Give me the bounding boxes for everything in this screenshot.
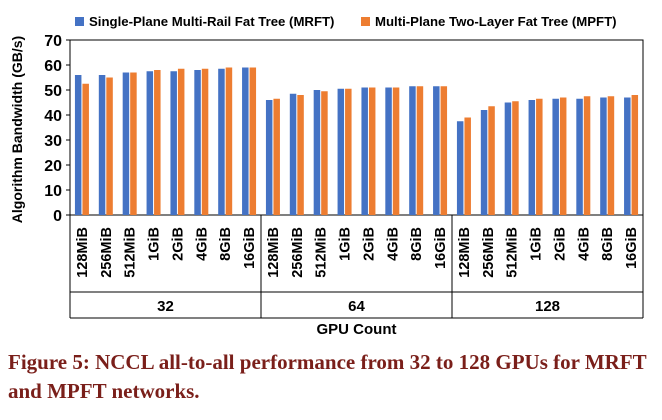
bar-mrft	[265, 100, 273, 215]
bar-mrft	[289, 93, 297, 215]
x-category-label: 4GiB	[194, 227, 210, 261]
x-group-label: 64	[348, 298, 365, 315]
bar-mpft	[488, 106, 495, 215]
x-category-label: 16GiB	[433, 227, 449, 269]
bar-mpft	[392, 87, 400, 215]
bar-mpft	[440, 86, 448, 215]
bar-mpft	[368, 87, 376, 215]
bar-mrft	[218, 68, 225, 215]
legend-swatch	[75, 17, 84, 26]
bar-mrft	[337, 88, 345, 215]
bar-mrft	[504, 102, 512, 215]
y-tick-label: 40	[44, 108, 62, 125]
x-category-label: 256MiB	[99, 227, 115, 278]
y-tick-label: 30	[44, 133, 62, 150]
y-axis-title: Algorithm Bandwidth (GB/s)	[9, 36, 25, 223]
bar-mrft	[433, 86, 440, 215]
bar-mrft	[385, 87, 392, 215]
x-category-label: 512MiB	[123, 227, 139, 278]
legend-label: Multi-Plane Two-Layer Fat Tree (MPFT)	[375, 14, 617, 29]
plot-frame	[69, 39, 644, 216]
x-axis-title: GPU Count	[317, 321, 397, 338]
bar-mrft	[624, 97, 631, 215]
y-tick-label: 20	[44, 158, 62, 175]
x-category-label: 2GiB	[552, 227, 568, 261]
y-tick-label: 10	[44, 183, 62, 200]
x-category-label: 128MiB	[457, 227, 473, 278]
bar-mpft	[345, 88, 352, 215]
bar-mrft	[600, 97, 607, 215]
bar-mpft	[154, 70, 161, 215]
legend-label: Single-Plane Multi-Rail Fat Tree (MRFT)	[89, 14, 334, 29]
bar-mrft	[528, 100, 536, 215]
bar-mpft	[225, 67, 233, 215]
x-category-label: 256MiB	[481, 227, 497, 278]
bar-mrft	[194, 70, 201, 215]
bar-mpft	[512, 101, 519, 215]
bar-mrft	[576, 98, 583, 215]
bar-mrft	[122, 72, 130, 215]
x-category-label: 8GiB	[218, 227, 234, 261]
bar-mrft	[98, 75, 106, 215]
bar-mrft	[146, 71, 154, 215]
bar-mrft	[480, 110, 488, 215]
bar-mpft	[583, 96, 591, 215]
y-tick-label: 0	[53, 208, 62, 225]
x-category-label: 512MiB	[505, 227, 521, 278]
bar-mpft	[321, 91, 328, 215]
bar-chart: 0 10 20 30 40 50 60 70 Algorithm Bandwidth (GB/s…	[9, 14, 644, 338]
bar-mpft	[559, 97, 567, 215]
bar-mrft	[170, 71, 177, 215]
x-category-label: 16GiB	[624, 227, 640, 269]
bar-mpft	[416, 86, 424, 215]
y-tick-label: 70	[44, 33, 62, 50]
x-category-label: 4GiB	[385, 227, 401, 261]
bar-mrft	[313, 90, 321, 215]
bar-mpft	[631, 95, 639, 215]
x-category-label: 256MiB	[290, 227, 306, 278]
bar-mpft	[177, 68, 185, 215]
x-category-label: 512MiB	[314, 227, 330, 278]
bar-mrft	[242, 67, 249, 215]
x-category-label: 128MiB	[75, 227, 91, 278]
x-group-label: 32	[157, 298, 174, 315]
bar-mpft	[297, 95, 304, 215]
x-category-label: 1GiB	[529, 227, 545, 261]
x-category-label: 8GiB	[600, 227, 616, 261]
x-category-label: 128MiB	[266, 227, 282, 278]
x-category-label: 2GiB	[361, 227, 377, 261]
bar-mpft	[273, 98, 280, 215]
bar-mpft	[536, 98, 543, 215]
x-category-label: 1GiB	[338, 227, 354, 261]
bar-mpft	[130, 72, 137, 215]
bar-mpft	[607, 96, 615, 215]
x-group-label: 128	[535, 298, 560, 315]
bar-mrft	[74, 75, 82, 215]
bar-mpft	[201, 68, 209, 215]
y-tick-label: 60	[44, 58, 62, 75]
figure-caption: Figure 5: NCCL all-to-all performance fr…	[8, 350, 647, 403]
legend-swatch	[361, 17, 370, 26]
bar-mpft	[82, 83, 89, 215]
x-category-label: 2GiB	[170, 227, 186, 261]
bar-mpft	[106, 77, 113, 215]
bar-mrft	[456, 121, 464, 215]
bar-mrft	[552, 98, 559, 215]
bar-mrft	[409, 86, 416, 215]
x-category-label: 8GiB	[409, 227, 425, 261]
y-tick-label: 50	[44, 83, 62, 100]
bar-mpft	[464, 117, 471, 215]
x-category-label: 1GiB	[147, 227, 163, 261]
x-category-label: 4GiB	[576, 227, 592, 261]
bar-mpft	[249, 67, 257, 215]
bar-mrft	[361, 87, 368, 215]
x-category-label: 16GiB	[242, 227, 258, 269]
